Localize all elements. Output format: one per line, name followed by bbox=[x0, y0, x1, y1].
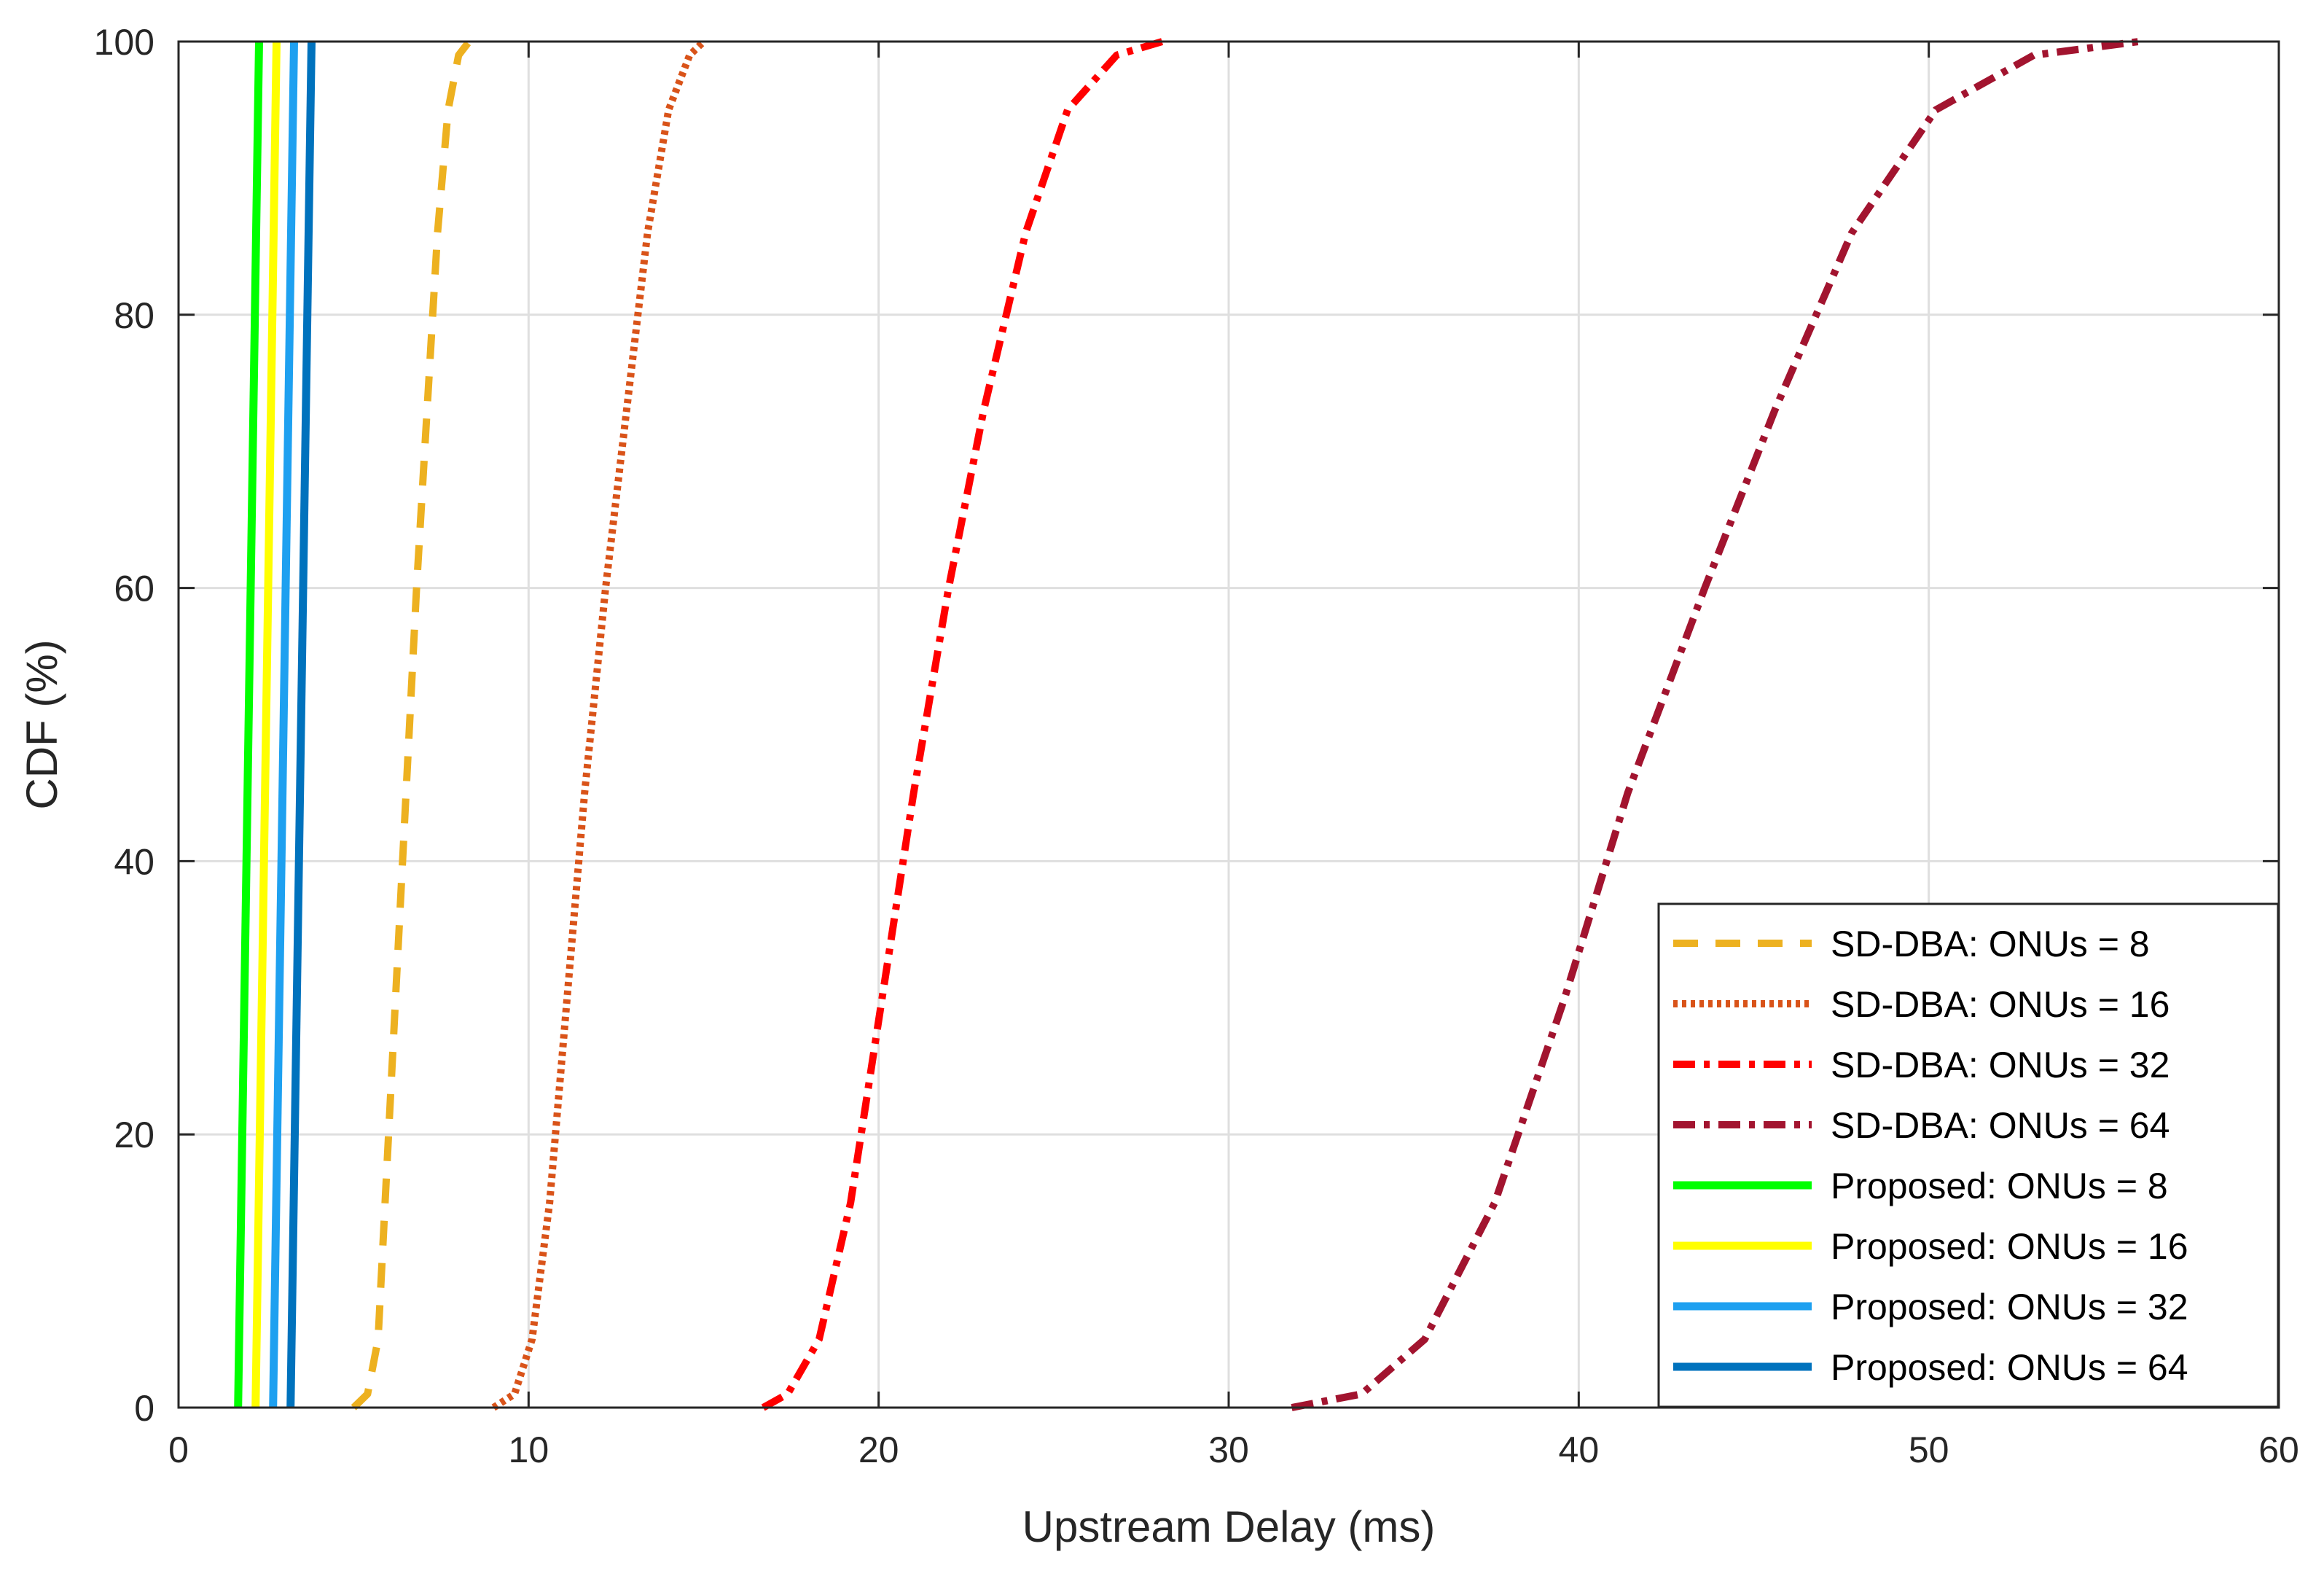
legend-label: SD-DBA: ONUs = 64 bbox=[1831, 1105, 2170, 1146]
x-axis-label: Upstream Delay (ms) bbox=[1022, 1502, 1436, 1551]
series-line-proposed-onus-32 bbox=[269, 41, 298, 1408]
grid bbox=[179, 42, 2279, 1408]
legend-label: SD-DBA: ONUs = 8 bbox=[1831, 924, 2150, 964]
series-line-sd-dba-onus-64 bbox=[1291, 38, 2140, 1411]
x-tick-label: 60 bbox=[2258, 1429, 2299, 1470]
legend-box bbox=[1657, 902, 2280, 1408]
x-tick-label: 0 bbox=[168, 1429, 189, 1470]
y-tick-label: 0 bbox=[134, 1388, 154, 1429]
series-line-sd-dba-onus-32 bbox=[761, 38, 1164, 1411]
y-tick-label: 20 bbox=[114, 1115, 154, 1155]
series-layer bbox=[234, 38, 2140, 1411]
legend-label: SD-DBA: ONUs = 32 bbox=[1831, 1045, 2170, 1085]
y-tick-label: 100 bbox=[94, 22, 154, 63]
y-axis-label: CDF (%) bbox=[17, 639, 66, 809]
tick-labels: 0 10 20 30 40 50 60 0 20 40 60 80 100 bbox=[94, 22, 2299, 1470]
legend-label: Proposed: ONUs = 32 bbox=[1831, 1287, 2188, 1327]
legend-label: Proposed: ONUs = 64 bbox=[1831, 1347, 2188, 1388]
x-tick-label: 20 bbox=[858, 1429, 899, 1470]
y-tick-label: 80 bbox=[114, 295, 154, 336]
plot-frame bbox=[177, 40, 2280, 1409]
legend-label: SD-DBA: ONUs = 16 bbox=[1831, 984, 2170, 1025]
x-tick-label: 30 bbox=[1208, 1429, 1249, 1470]
legend-label: Proposed: ONUs = 16 bbox=[1831, 1226, 2188, 1267]
x-tick-label: 10 bbox=[509, 1429, 549, 1470]
series-line-sd-dba-onus-8 bbox=[351, 39, 472, 1411]
series-line-sd-dba-onus-16 bbox=[491, 39, 706, 1411]
x-tick-label: 50 bbox=[1909, 1429, 1949, 1470]
series-line-proposed-onus-64 bbox=[286, 41, 316, 1408]
legend-label: Proposed: ONUs = 8 bbox=[1831, 1166, 2168, 1206]
y-tick-label: 40 bbox=[114, 841, 154, 882]
x-tick-label: 40 bbox=[1559, 1429, 1600, 1470]
y-tick-label: 60 bbox=[114, 569, 154, 609]
series-line-proposed-onus-8 bbox=[234, 41, 263, 1408]
legend: SD-DBA: ONUs = 8 SD-DBA: ONUs = 16 SD-DBA:… bbox=[1657, 902, 2280, 1408]
series-line-proposed-onus-16 bbox=[251, 41, 281, 1408]
